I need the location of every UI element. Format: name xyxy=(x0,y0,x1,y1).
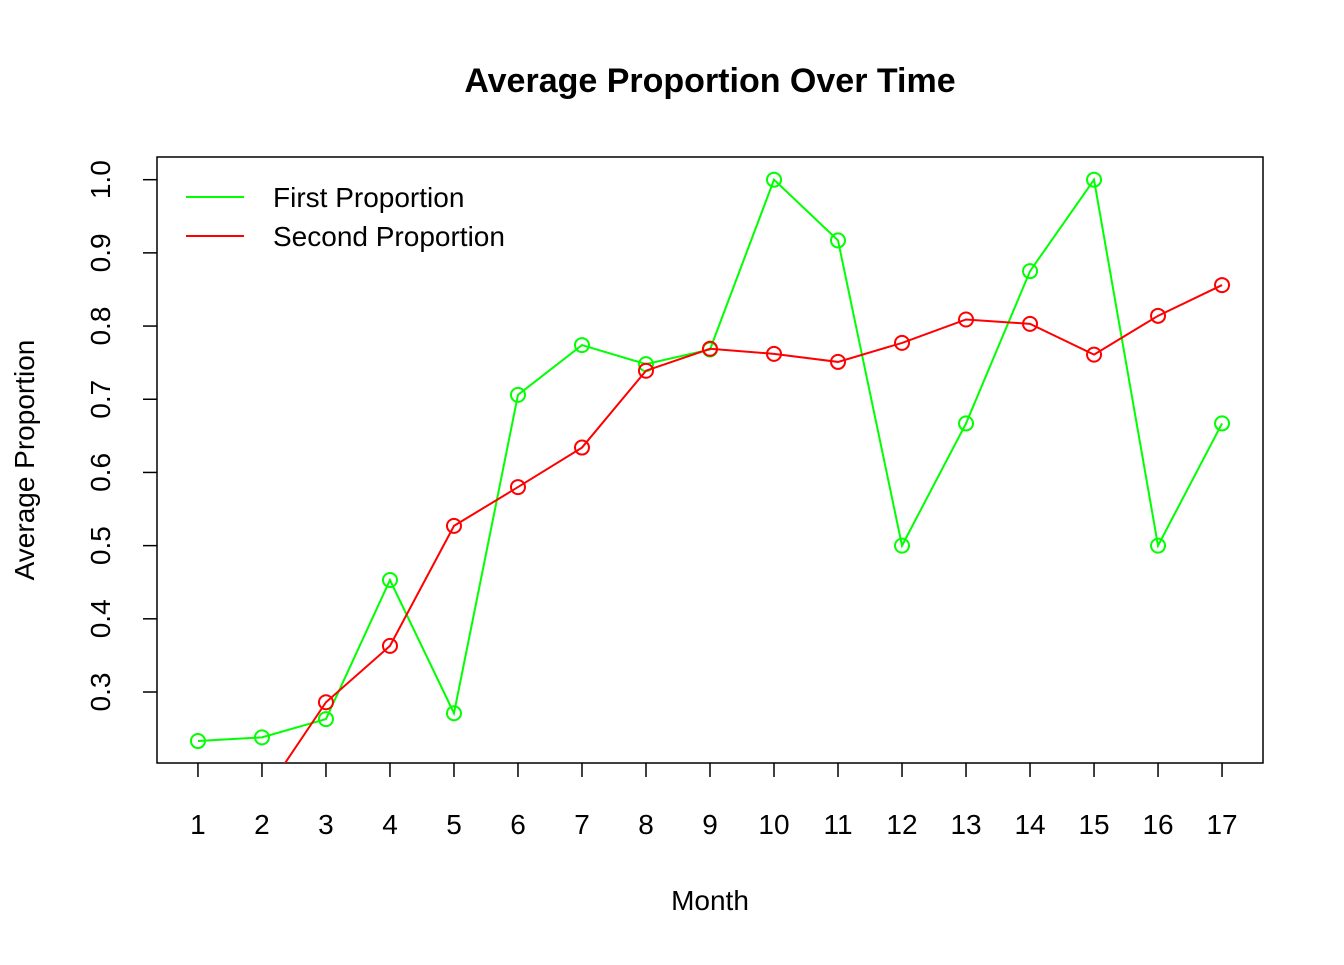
data-point xyxy=(445,705,462,722)
y-tick-label: 1.0 xyxy=(85,160,116,199)
data-point xyxy=(189,733,206,750)
data-point xyxy=(445,517,462,534)
data-point xyxy=(766,171,783,188)
data-point xyxy=(766,345,783,362)
x-tick-label: 7 xyxy=(574,809,590,840)
x-tick-label: 15 xyxy=(1078,809,1109,840)
y-tick-label: 0.3 xyxy=(85,673,116,712)
x-tick-label: 13 xyxy=(950,809,981,840)
data-point xyxy=(1150,307,1167,324)
data-point xyxy=(1022,263,1039,280)
x-tick-label: 2 xyxy=(254,809,270,840)
data-point xyxy=(1022,315,1039,332)
x-tick-label: 12 xyxy=(886,809,917,840)
legend-label: Second Proportion xyxy=(273,221,505,252)
y-tick-label: 0.4 xyxy=(85,599,116,638)
data-point xyxy=(509,479,526,496)
y-tick-label: 0.8 xyxy=(85,307,116,346)
data-point xyxy=(1086,171,1103,188)
x-tick-label: 5 xyxy=(446,809,462,840)
y-tick-label: 0.9 xyxy=(85,233,116,272)
data-point xyxy=(1150,537,1167,554)
x-tick-label: 17 xyxy=(1206,809,1237,840)
y-tick-label: 0.7 xyxy=(85,380,116,419)
data-point xyxy=(253,729,270,746)
x-tick-label: 8 xyxy=(638,809,654,840)
x-tick-label: 4 xyxy=(382,809,398,840)
x-tick-label: 11 xyxy=(823,809,852,840)
data-point xyxy=(830,353,847,370)
x-tick-label: 16 xyxy=(1142,809,1173,840)
x-tick-label: 1 xyxy=(190,809,206,840)
x-tick-label: 14 xyxy=(1014,809,1045,840)
plot-area xyxy=(189,171,1231,763)
x-tick-label: 9 xyxy=(702,809,718,840)
data-point xyxy=(317,694,334,711)
data-point xyxy=(894,537,911,554)
data-point xyxy=(381,572,398,589)
x-tick-label: 3 xyxy=(318,809,334,840)
x-axis-label: Month xyxy=(671,885,749,916)
legend-label: First Proportion xyxy=(273,182,464,213)
data-point xyxy=(637,362,654,379)
data-point xyxy=(509,386,526,403)
data-point xyxy=(573,439,590,456)
data-point xyxy=(958,311,975,328)
y-tick-label: 0.6 xyxy=(85,453,116,492)
data-point xyxy=(830,232,847,249)
data-point xyxy=(1214,415,1231,432)
x-tick-label: 10 xyxy=(758,809,789,840)
x-tick-label: 6 xyxy=(510,809,526,840)
data-point xyxy=(317,711,334,728)
chart-title: Average Proportion Over Time xyxy=(464,62,955,100)
data-point xyxy=(381,637,398,654)
series-line xyxy=(283,284,1223,763)
data-point xyxy=(1214,277,1231,294)
y-axis-label: Average Proportion xyxy=(9,340,40,581)
data-point xyxy=(1086,346,1103,363)
data-point xyxy=(702,340,718,357)
data-point xyxy=(894,334,911,351)
data-point xyxy=(958,415,975,432)
data-point xyxy=(573,337,590,354)
y-tick-label: 0.5 xyxy=(85,526,116,565)
